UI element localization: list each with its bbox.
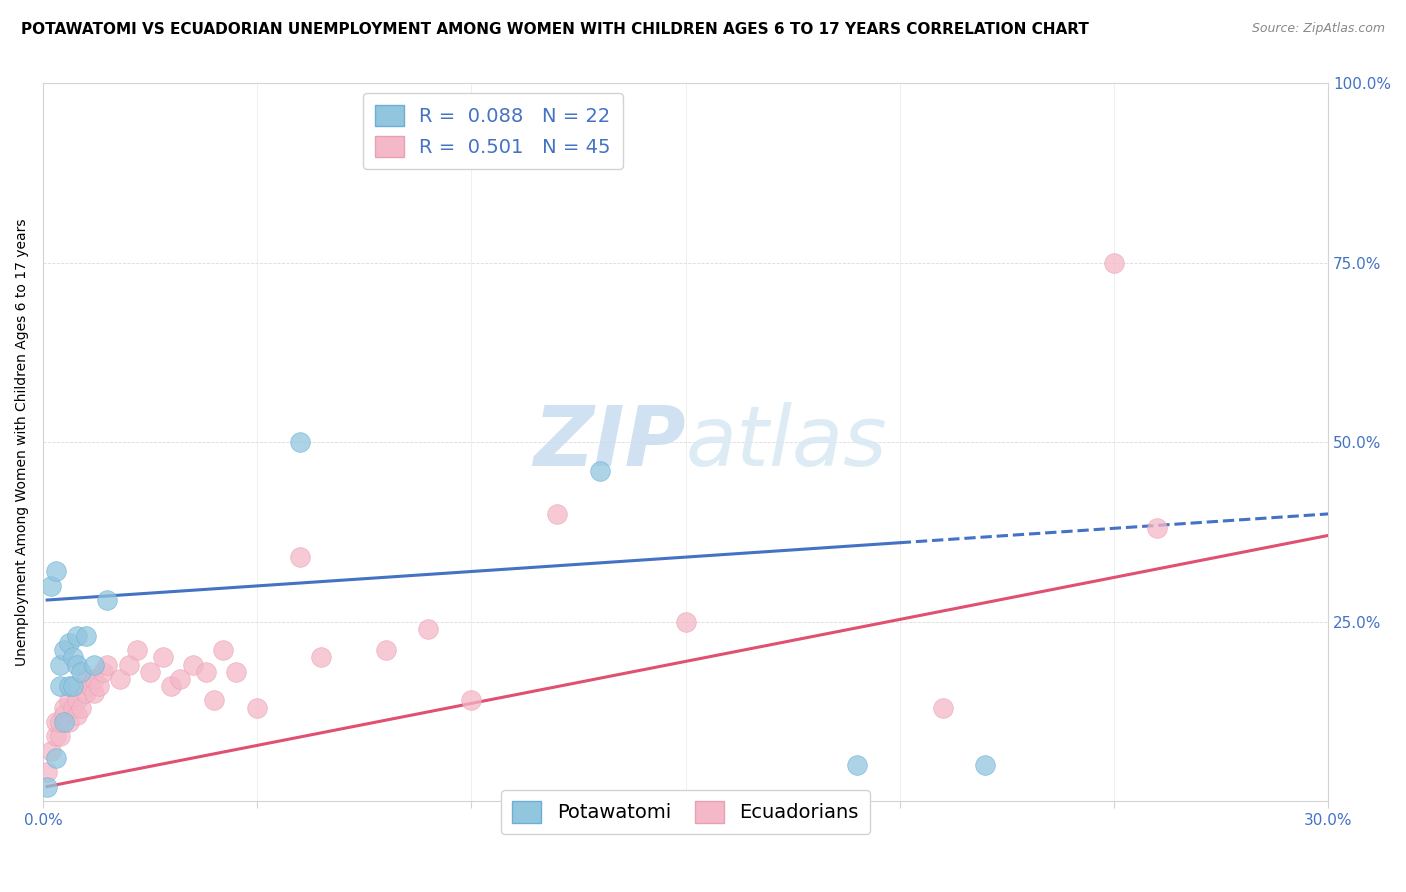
Point <box>49 714 72 729</box>
Point <box>169 672 191 686</box>
Point <box>53 714 76 729</box>
Y-axis label: Unemployment Among Women with Children Ages 6 to 17 years: Unemployment Among Women with Children A… <box>15 219 30 666</box>
Point <box>70 700 93 714</box>
Point <box>62 650 84 665</box>
Point <box>87 679 110 693</box>
Point <box>288 549 311 564</box>
Point <box>75 629 97 643</box>
Point <box>127 643 149 657</box>
Point <box>66 693 89 707</box>
Point <box>418 622 440 636</box>
Point <box>45 714 67 729</box>
Point <box>1146 521 1168 535</box>
Point <box>288 435 311 450</box>
Legend: Potawatomi, Ecuadorians: Potawatomi, Ecuadorians <box>501 789 870 834</box>
Point <box>1102 256 1125 270</box>
Point <box>45 751 67 765</box>
Point <box>58 714 80 729</box>
Point <box>83 672 105 686</box>
Point <box>58 693 80 707</box>
Point <box>460 693 482 707</box>
Point <box>41 744 63 758</box>
Point <box>160 679 183 693</box>
Point <box>139 665 162 679</box>
Point <box>62 679 84 693</box>
Point <box>53 700 76 714</box>
Point <box>49 729 72 743</box>
Point <box>91 665 114 679</box>
Point <box>58 679 80 693</box>
Point <box>246 700 269 714</box>
Point <box>311 650 333 665</box>
Point <box>66 629 89 643</box>
Point <box>37 765 59 780</box>
Point <box>931 700 953 714</box>
Point <box>589 464 612 478</box>
Point <box>108 672 131 686</box>
Point <box>546 507 568 521</box>
Point <box>41 579 63 593</box>
Point <box>49 679 72 693</box>
Point <box>62 700 84 714</box>
Point <box>152 650 174 665</box>
Point <box>83 657 105 672</box>
Point <box>96 593 118 607</box>
Point <box>37 780 59 794</box>
Point <box>211 643 233 657</box>
Point <box>49 657 72 672</box>
Point <box>75 672 97 686</box>
Point <box>79 679 101 693</box>
Point <box>202 693 225 707</box>
Point <box>66 707 89 722</box>
Text: atlas: atlas <box>686 401 887 483</box>
Point <box>974 758 997 772</box>
Point <box>181 657 204 672</box>
Point <box>45 729 67 743</box>
Point <box>845 758 868 772</box>
Point <box>66 657 89 672</box>
Point <box>53 707 76 722</box>
Point <box>374 643 396 657</box>
Point <box>225 665 247 679</box>
Point <box>194 665 217 679</box>
Text: Source: ZipAtlas.com: Source: ZipAtlas.com <box>1251 22 1385 36</box>
Point <box>117 657 139 672</box>
Point <box>75 686 97 700</box>
Point <box>45 564 67 578</box>
Point <box>675 615 697 629</box>
Point <box>58 636 80 650</box>
Point <box>70 665 93 679</box>
Point <box>96 657 118 672</box>
Point <box>83 686 105 700</box>
Text: ZIP: ZIP <box>533 401 686 483</box>
Point <box>53 643 76 657</box>
Text: POTAWATOMI VS ECUADORIAN UNEMPLOYMENT AMONG WOMEN WITH CHILDREN AGES 6 TO 17 YEA: POTAWATOMI VS ECUADORIAN UNEMPLOYMENT AM… <box>21 22 1090 37</box>
